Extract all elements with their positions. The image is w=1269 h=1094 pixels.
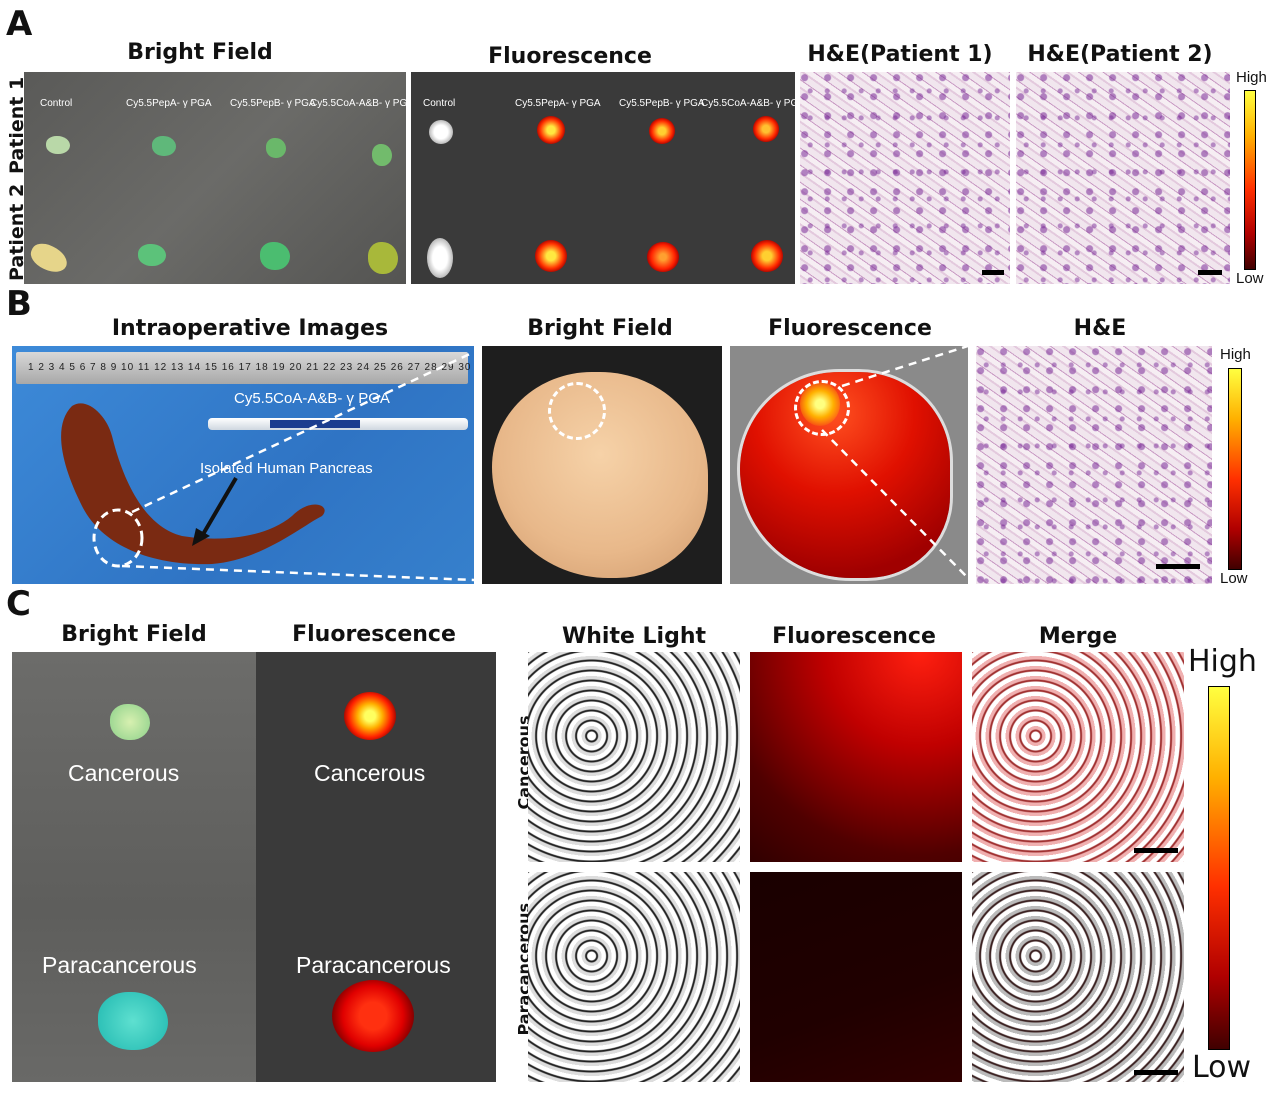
- bright-label-control: Control: [40, 98, 73, 109]
- tissue-cancerous: [110, 704, 150, 740]
- panel-a-bright-title: Bright Field: [127, 40, 273, 65]
- bright-label-pepb: Cy5.5PepB- γ PGA: [230, 98, 316, 109]
- syringe-liquid: [270, 420, 360, 428]
- fluorescence-cancerous: [750, 652, 962, 862]
- panel-b-fluor-image: [730, 346, 968, 584]
- tissue-sample: [26, 239, 72, 277]
- colorbar-a-high: High: [1236, 69, 1267, 86]
- zoom-line: [821, 429, 968, 579]
- tissue-sample: [260, 242, 290, 270]
- panel-c-fluor2-title: Fluorescence: [772, 624, 936, 649]
- fluor-zoom-lines: [821, 346, 968, 579]
- fluor-paracancerous: [332, 980, 414, 1052]
- region-circle: [548, 382, 606, 440]
- zoom-line: [121, 564, 474, 582]
- ruler: 1 2 3 4 5 6 7 8 9 10 11 12 13 14 15 16 1…: [16, 352, 472, 384]
- panel-a-he-patient2-image: [1016, 72, 1230, 284]
- panel-b-he-image: [976, 346, 1212, 584]
- fluor-label-pepb: Cy5.5PepB- γ PGA: [619, 98, 705, 109]
- panel-a-fluor-title: Fluorescence: [488, 44, 652, 69]
- fluor-signal: [537, 116, 565, 144]
- panel-b-fluor-title: Fluorescence: [768, 316, 932, 341]
- label-paracancerous-fluor: Paracancerous: [296, 952, 451, 978]
- panel-a-he1-title: H&E(Patient 1): [807, 42, 993, 67]
- label-cancerous-fluor: Cancerous: [314, 760, 426, 786]
- fluor-label-pepa: Cy5.5PepA- γ PGA: [515, 98, 601, 109]
- bright-label-pepa: Cy5.5PepA- γ PGA: [126, 98, 212, 109]
- panel-b-intraoperative-image: 1 2 3 4 5 6 7 8 9 10 11 12 13 14 15 16 1…: [12, 346, 474, 584]
- scale-bar: [982, 270, 1004, 275]
- colorbar-a-low: Low: [1236, 270, 1264, 287]
- syringe-label: Cy5.5CoA-A&B- γ PGA: [234, 390, 390, 407]
- panel-a-fluor-image: Control Cy5.5PepA- γ PGA Cy5.5PepB- γ PG…: [411, 72, 795, 284]
- fluor-cancerous: [344, 692, 396, 740]
- tissue-sample: [368, 242, 398, 274]
- scale-bar: [1134, 848, 1178, 853]
- colorbar-b-high: High: [1220, 346, 1251, 363]
- panel-c-letter: C: [6, 584, 31, 624]
- panel-a-letter: A: [6, 4, 33, 44]
- pancreas: [61, 403, 325, 565]
- merge-cancerous: [972, 652, 1184, 862]
- colorbar-b-low: Low: [1220, 570, 1248, 587]
- zoom-line: [131, 350, 474, 514]
- intraoperative-overlay: [61, 350, 474, 582]
- fluor-signal: [751, 240, 783, 272]
- zoom-line: [841, 346, 968, 388]
- colorbar-c-low: Low: [1192, 1050, 1252, 1085]
- fluor-label-control: Control: [423, 98, 456, 109]
- panel-b-intra-title: Intraoperative Images: [111, 316, 389, 341]
- panel-c-fluor-title: Fluorescence: [292, 622, 456, 647]
- panel-a-bright-image: Control Cy5.5PepA- γ PGA Cy5.5PepB- γ PG…: [24, 72, 406, 284]
- arrow-head: [192, 528, 210, 546]
- colorbar-a: [1244, 90, 1256, 270]
- panel-b-bright-image: [482, 346, 722, 584]
- fluor-label-coa: Cy5.5CoA-A&B- γ PGA: [701, 98, 795, 109]
- scale-bar: [1134, 1070, 1178, 1075]
- tissue-paracancerous: [98, 992, 168, 1050]
- ruler-numbers: 1 2 3 4 5 6 7 8 9 10 11 12 13 14 15 16 1…: [28, 362, 472, 373]
- colorbar-c-high: High: [1188, 644, 1257, 679]
- panel-c-merge-title: Merge: [1038, 624, 1118, 649]
- fluorescence-paracancerous: [750, 872, 962, 1082]
- fluor-signal: [535, 240, 567, 272]
- panel-a-he2-title: H&E(Patient 2): [1027, 42, 1213, 67]
- panel-c-white-title: White Light: [561, 624, 707, 649]
- panel-b-letter: B: [6, 284, 32, 324]
- fluor-signal: [427, 238, 453, 278]
- panel-b-he-title: H&E: [1073, 316, 1127, 341]
- tissue-sample: [152, 136, 176, 156]
- merge-paracancerous: [972, 872, 1184, 1082]
- fluor-signal: [429, 120, 453, 144]
- white-light-cancerous: [528, 652, 740, 862]
- panel-c-bright-title: Bright Field: [61, 622, 207, 647]
- label-cancerous: Cancerous: [68, 760, 180, 786]
- tissue-sample: [138, 244, 166, 266]
- colorbar-c: [1208, 686, 1230, 1050]
- bright-label-coa: Cy5.5CoA-A&B- γ PGA: [310, 98, 406, 109]
- region-circle: [92, 508, 144, 568]
- label-paracancerous: Paracancerous: [42, 952, 197, 978]
- arrow-line: [200, 476, 238, 538]
- fluor-signal: [647, 242, 679, 272]
- colorbar-b: [1228, 368, 1242, 570]
- scale-bar: [1156, 564, 1200, 569]
- panel-c-fluor-image: Cancerous Paracancerous: [256, 652, 496, 1082]
- fluor-signal: [649, 118, 675, 144]
- tissue-sample: [46, 136, 70, 154]
- panel-a-he-patient1-image: [800, 72, 1010, 284]
- scale-bar: [1198, 270, 1222, 275]
- white-light-paracancerous: [528, 872, 740, 1082]
- tissue-sample: [372, 144, 392, 166]
- region-circle: [794, 380, 850, 436]
- panel-c-bright-image: Cancerous Paracancerous: [12, 652, 256, 1082]
- panel-b-bright-title: Bright Field: [527, 316, 673, 341]
- pancreas-label: Isolated Human Pancreas: [200, 460, 373, 477]
- fluor-signal: [753, 116, 779, 142]
- tissue-sample: [266, 138, 286, 158]
